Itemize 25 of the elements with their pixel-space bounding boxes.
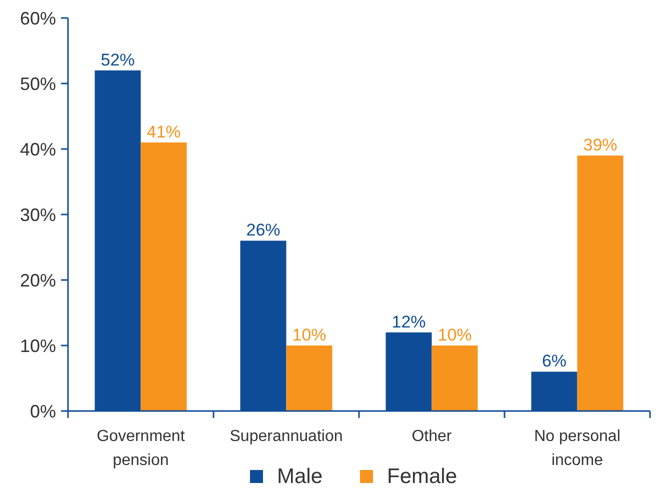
legend-label: Male: [277, 465, 323, 488]
data-label: 10%: [438, 326, 472, 344]
bar: [432, 346, 478, 411]
y-tick-label: 50%: [20, 74, 56, 94]
y-tick-label: 10%: [20, 336, 56, 356]
bar: [577, 156, 624, 411]
data-label: 26%: [246, 220, 280, 240]
y-tick-label: 40%: [20, 139, 56, 160]
bar: [140, 142, 187, 411]
data-label: 52%: [100, 50, 135, 70]
x-tick-label: Superannuation: [230, 428, 343, 445]
data-label: 41%: [146, 122, 181, 142]
y-tick-label: 0%: [30, 401, 56, 422]
data-label: 39%: [583, 136, 618, 155]
bar: [286, 346, 332, 411]
y-tick-label: 20%: [20, 270, 56, 290]
data-label: 10%: [292, 326, 326, 344]
y-tick-label: 30%: [20, 204, 56, 225]
data-label: 6%: [542, 352, 567, 371]
y-tick-label: 60%: [20, 8, 56, 28]
x-tick-label: Government pension: [96, 428, 186, 469]
x-tick-label: Other: [412, 428, 452, 445]
data-label: 12%: [392, 312, 426, 332]
x-tick-label: No personal income: [534, 428, 620, 469]
legend-label: Female: [387, 465, 458, 488]
